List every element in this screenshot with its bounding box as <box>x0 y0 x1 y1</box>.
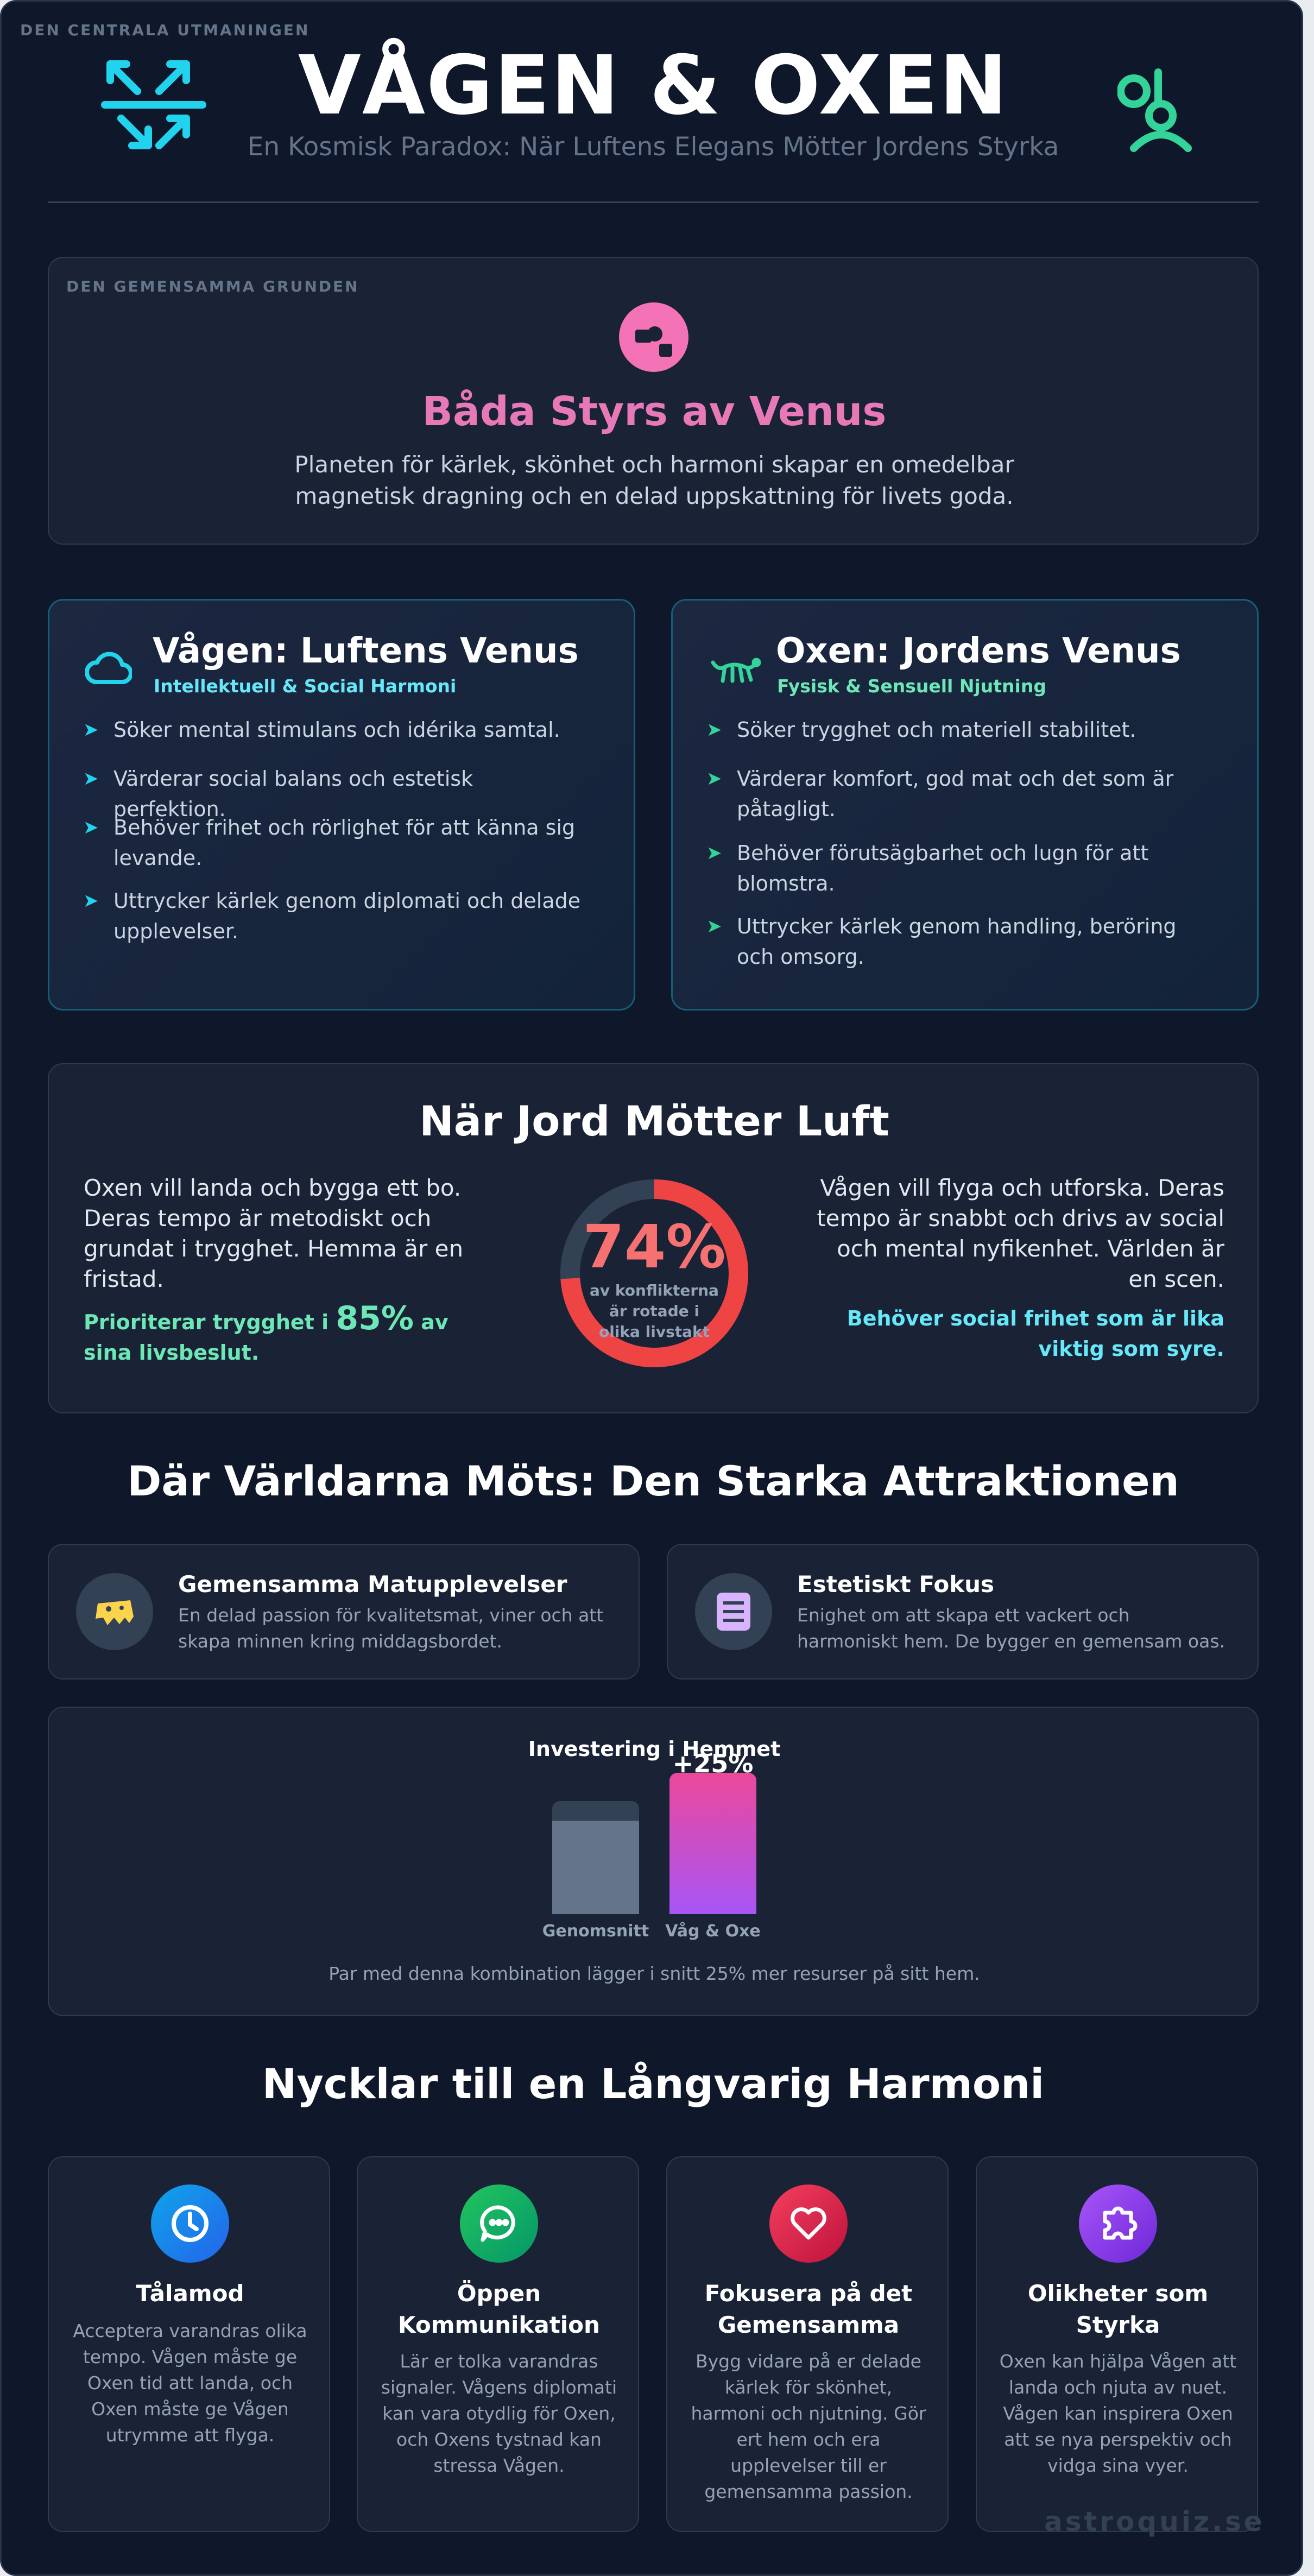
chart-card: Investering i Hemmet Genomsnitt Våg & Oxe… <box>48 1707 1259 2016</box>
taurus-bullet-text: Uttrycker kärlek genom handling, berörin… <box>737 914 1177 969</box>
key-title: Tålamod <box>136 2280 244 2307</box>
key-title: Olikheter som Styrka <box>1027 2280 1209 2338</box>
accent-number: 85% <box>336 1299 414 1337</box>
taurus-card: Oxen: Jordens Venus Fysisk & Sensuell Nj… <box>671 599 1259 1011</box>
arrow-icon: ➤ <box>83 768 99 790</box>
page-subtitle: En Kosmisk Paradox: När Luftens Elegans … <box>247 132 1059 162</box>
arrow-icon: ➤ <box>706 842 722 864</box>
cheese-icon <box>76 1573 153 1650</box>
feature-card: Estetiskt Fokus Enighet om att skapa ett… <box>667 1544 1259 1680</box>
chart-bar <box>552 1801 639 1914</box>
conflict-donut: 74% av konflikterna är rotade i olika li… <box>559 1178 749 1368</box>
conflict-card: När Jord Mötter Luft Oxen vill landa och… <box>48 1063 1259 1413</box>
key-text: Acceptera varandras olika tempo. Vågen m… <box>73 2320 307 2446</box>
taurus-bullet: ➤ Värderar komfort, god mat och det som ä… <box>706 763 1215 824</box>
arrow-icon: ➤ <box>83 817 99 838</box>
donut-value-arc <box>560 1179 748 1367</box>
key-card: Olikheter som Styrka Oxen kan hjälpa Våg… <box>976 2156 1258 2532</box>
chart-bar <box>669 1773 756 1914</box>
document-icon <box>695 1573 772 1650</box>
key-text: Bygg vidare på er delade kärlek för skön… <box>691 2351 926 2502</box>
conflict-title: När Jord Mötter Luft <box>419 1097 889 1145</box>
page-title: VÅGEN & OXEN <box>298 39 1009 133</box>
keys-title: Nycklar till en Långvarig Harmoni <box>262 2060 1045 2108</box>
key-card: Fokusera på det Gemensamma Bygg vidare p… <box>666 2156 949 2532</box>
taurus-bullet: ➤ Söker trygghet och materiell stabilitet… <box>706 715 1215 745</box>
ox-icon <box>709 655 761 685</box>
libra-bullet-text: Söker mental stimulans och idérika samta… <box>113 718 560 742</box>
key-text: Lär er tolka varandras signaler. Vågens … <box>381 2351 617 2476</box>
common-ground-text: Planeten för kärlek, skönhet och harmoni… <box>294 451 1014 509</box>
accent-pre: Prioriterar trygghet i <box>84 1310 329 1334</box>
donut-value: 74% <box>583 1212 726 1281</box>
conflict-right-accent: Behöver social frihet som är lika viktig… <box>846 1306 1224 1361</box>
libra-bullet-text: Behöver frihet och rörlighet för att kän… <box>113 816 576 870</box>
arrow-icon: ➤ <box>706 916 722 937</box>
chart-caption: Par med denna kombination lägger i snitt… <box>328 1963 980 1984</box>
taurus-name: Oxen: Jordens Venus <box>776 631 1181 671</box>
cloud-icon <box>84 648 133 686</box>
taurus-bullet-text: Värderar komfort, god mat och det som är… <box>737 767 1174 821</box>
libra-sub: Intellektuell & Social Harmoni <box>154 675 457 697</box>
taurus-sub: Fysisk & Sensuell Njutning <box>777 675 1046 697</box>
conflict-left-text: Oxen vill landa och bygga ett bo. Deras … <box>84 1175 464 1292</box>
libra-name: Vågen: Luftens Venus <box>153 631 579 671</box>
key-card: Öppen Kommunikation Lär er tolka varandr… <box>357 2156 639 2532</box>
accent-post: av sina livsbeslut. <box>84 1310 448 1365</box>
common-ground-label: DEN GEMENSAMMA GRUNDEN <box>66 277 359 295</box>
conflict-right-text: Vågen vill flyga och utforska. Deras tem… <box>817 1175 1224 1292</box>
heart-icon <box>769 2184 848 2263</box>
libra-bullet: ➤ Värderar social balans och estetisk per… <box>83 763 591 824</box>
chat-icon <box>460 2184 538 2263</box>
libra-bullet-text: Uttrycker kärlek genom diplomati och del… <box>113 889 581 943</box>
header-divider <box>48 201 1259 203</box>
taurus-bullet-text: Söker trygghet och materiell stabilitet. <box>737 718 1136 742</box>
attraction-title: Där Världarna Möts: Den Starka Attraktio… <box>127 1457 1179 1505</box>
clock-icon <box>151 2184 229 2263</box>
taurus-bullet: ➤ Behöver förutsägbarhet och lugn för att… <box>706 838 1215 899</box>
arrow-icon: ➤ <box>706 719 722 741</box>
bar-chart: Genomsnitt Våg & Oxe +25% <box>538 1749 771 1958</box>
feature-text: Enighet om att skapa ett vackert och har… <box>797 1605 1225 1652</box>
common-ground-title: Båda Styrs av Venus <box>422 388 887 435</box>
arrow-icon: ➤ <box>83 719 99 741</box>
arrow-icon: ➤ <box>706 768 722 790</box>
libra-bullet: ➤ Uttrycker kärlek genom diplomati och de… <box>83 886 591 946</box>
puzzle-icon <box>1079 2184 1157 2263</box>
taurus-bullet: ➤ Uttrycker kärlek genom handling, beröri… <box>706 911 1215 972</box>
chart-title: Investering i Hemmet <box>528 1737 781 1761</box>
chart-category-label: Våg & Oxe <box>665 1922 761 1941</box>
key-card: Tålamod Acceptera varandras olika tempo.… <box>48 2156 330 2532</box>
donut-label: av konflikterna är rotade i olika livsta… <box>590 1281 719 1341</box>
feature-card: Gemensamma Matupplevelser En delad passi… <box>48 1544 640 1680</box>
key-title: Fokusera på det Gemensamma <box>704 2280 913 2338</box>
feature-title: Gemensamma Matupplevelser <box>178 1571 567 1598</box>
common-ground-card: DEN GEMENSAMMA GRUNDEN Båda Styrs av Ven… <box>48 257 1259 545</box>
arrow-icon: ➤ <box>83 890 99 912</box>
chart-category-label: Genomsnitt <box>542 1922 649 1941</box>
libra-card: Vågen: Luftens Venus Intellektuell & Soc… <box>48 599 635 1011</box>
venus-icon <box>619 302 688 372</box>
feature-title: Estetiskt Fokus <box>797 1571 995 1598</box>
libra-bullet: ➤ Behöver frihet och rörlighet för att kä… <box>83 812 591 873</box>
corner-label: DEN CENTRALA UTMANINGEN <box>20 21 310 39</box>
air-arrows-icon <box>99 59 208 162</box>
feature-text: En delad passion för kvalitetsmat, viner… <box>178 1605 604 1652</box>
key-title: Öppen Kommunikation <box>398 2280 600 2338</box>
taurus-bullet-text: Behöver förutsägbarhet och lugn för att … <box>737 841 1149 895</box>
key-text: Oxen kan hjälpa Vågen att landa och njut… <box>999 2351 1237 2476</box>
libra-bullet: ➤ Söker mental stimulans och idérika samt… <box>83 715 591 745</box>
libra-bullet-text: Värderar social balans och estetisk perf… <box>113 767 473 821</box>
chart-annotation: +25% <box>672 1749 754 1778</box>
conflict-left-accent: Prioriterar trygghet i 85% av sina livsb… <box>84 1302 496 1368</box>
venus-ox-icon <box>1117 67 1193 154</box>
brand-watermark: astroquiz.se <box>1044 2506 1265 2537</box>
